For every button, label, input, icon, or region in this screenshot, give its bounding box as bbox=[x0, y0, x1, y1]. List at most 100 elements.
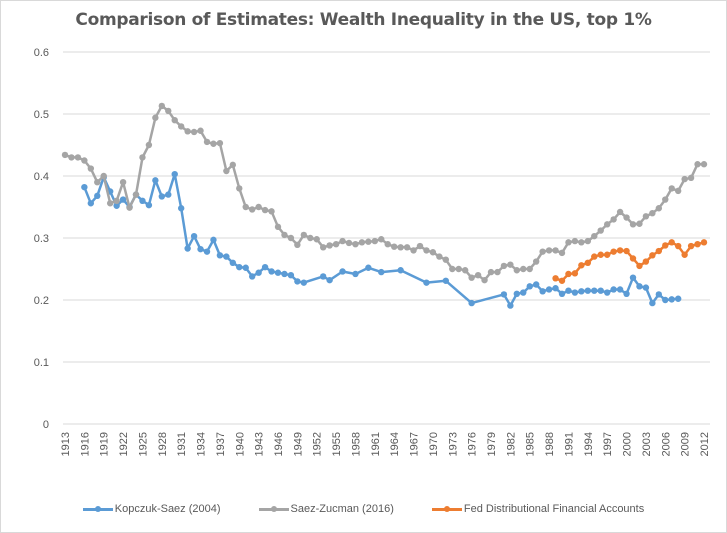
data-point bbox=[177, 205, 185, 212]
data-point bbox=[513, 267, 521, 274]
y-tick-label: 0.2 bbox=[34, 295, 49, 307]
data-point bbox=[591, 232, 598, 240]
legend-swatch bbox=[258, 504, 289, 514]
data-point bbox=[662, 242, 669, 249]
data-point bbox=[700, 239, 708, 246]
x-tick-label: 1976 bbox=[467, 432, 479, 456]
data-point bbox=[223, 167, 230, 175]
data-point bbox=[190, 232, 198, 240]
data-point bbox=[390, 243, 398, 250]
data-point bbox=[255, 269, 262, 276]
data-point bbox=[281, 231, 288, 239]
data-point bbox=[255, 203, 262, 211]
data-point bbox=[642, 213, 650, 220]
data-point bbox=[623, 247, 630, 255]
data-point bbox=[610, 286, 617, 293]
data-point bbox=[94, 179, 101, 186]
data-point bbox=[113, 202, 120, 209]
data-point bbox=[358, 239, 366, 246]
data-point bbox=[332, 241, 340, 248]
data-point bbox=[558, 290, 566, 297]
data-point bbox=[274, 269, 282, 276]
data-point bbox=[378, 236, 385, 243]
data-point bbox=[326, 242, 333, 249]
data-point bbox=[158, 193, 166, 200]
data-point bbox=[532, 258, 540, 265]
data-point bbox=[216, 139, 224, 147]
x-tick-label: 2012 bbox=[699, 432, 711, 456]
data-point bbox=[662, 196, 669, 203]
data-point bbox=[171, 117, 178, 124]
data-point bbox=[319, 273, 327, 280]
data-point bbox=[616, 247, 624, 254]
data-point bbox=[584, 237, 592, 245]
data-point bbox=[371, 237, 379, 245]
data-point bbox=[623, 290, 630, 297]
data-point bbox=[177, 123, 185, 130]
x-tick-label: 1934 bbox=[196, 432, 208, 456]
data-point bbox=[365, 264, 372, 271]
legend-label: Kopczuk-Saez (2004) bbox=[114, 503, 221, 515]
data-point bbox=[565, 270, 572, 278]
data-point bbox=[591, 253, 598, 260]
data-point bbox=[461, 267, 469, 274]
data-point bbox=[197, 127, 204, 134]
data-point bbox=[700, 161, 708, 168]
data-point bbox=[674, 295, 682, 302]
series-line-1 bbox=[64, 104, 704, 282]
data-point bbox=[248, 273, 256, 280]
y-tick-label: 0.6 bbox=[34, 47, 49, 59]
data-point bbox=[165, 191, 172, 198]
data-point bbox=[274, 223, 282, 231]
legend-item: Saez-Zucman (2016) bbox=[258, 503, 394, 515]
data-point bbox=[603, 251, 611, 258]
data-point bbox=[487, 268, 495, 276]
data-point bbox=[694, 241, 701, 248]
data-point bbox=[261, 206, 269, 214]
data-point bbox=[571, 270, 579, 277]
data-point bbox=[655, 205, 663, 212]
data-point bbox=[145, 141, 153, 149]
data-point bbox=[681, 175, 688, 183]
data-point bbox=[384, 241, 391, 248]
x-tick-label: 1964 bbox=[389, 432, 401, 456]
y-tick-label: 0.4 bbox=[34, 171, 49, 183]
data-point bbox=[339, 237, 346, 245]
data-point bbox=[558, 277, 566, 284]
x-tick-label: 2006 bbox=[660, 432, 672, 456]
data-point bbox=[410, 247, 417, 254]
x-tick-label: 1943 bbox=[254, 432, 266, 456]
data-point bbox=[636, 283, 643, 290]
data-point bbox=[629, 255, 637, 262]
data-point bbox=[268, 268, 275, 275]
data-point bbox=[345, 239, 353, 247]
data-point bbox=[545, 286, 553, 293]
data-point bbox=[655, 291, 663, 298]
series-line-2 bbox=[555, 241, 705, 283]
data-point bbox=[223, 253, 230, 260]
data-point bbox=[571, 237, 579, 245]
data-point bbox=[94, 192, 101, 200]
data-point bbox=[313, 236, 320, 243]
data-point bbox=[81, 183, 88, 191]
data-point bbox=[694, 161, 701, 168]
x-tick-label: 1967 bbox=[409, 432, 421, 456]
data-point bbox=[416, 242, 424, 250]
data-point bbox=[132, 191, 140, 198]
data-point bbox=[152, 114, 159, 121]
data-point bbox=[403, 244, 411, 251]
data-point bbox=[210, 140, 217, 147]
data-point bbox=[616, 286, 624, 293]
data-point bbox=[87, 165, 95, 172]
data-point bbox=[287, 234, 295, 242]
x-tick-label: 1928 bbox=[157, 432, 169, 456]
data-point bbox=[229, 161, 237, 169]
data-point bbox=[507, 261, 514, 268]
data-point bbox=[526, 283, 533, 290]
x-tick-label: 1958 bbox=[350, 432, 362, 456]
data-point bbox=[106, 200, 114, 207]
data-point bbox=[242, 203, 249, 211]
data-point bbox=[268, 208, 275, 215]
data-point bbox=[558, 249, 566, 257]
